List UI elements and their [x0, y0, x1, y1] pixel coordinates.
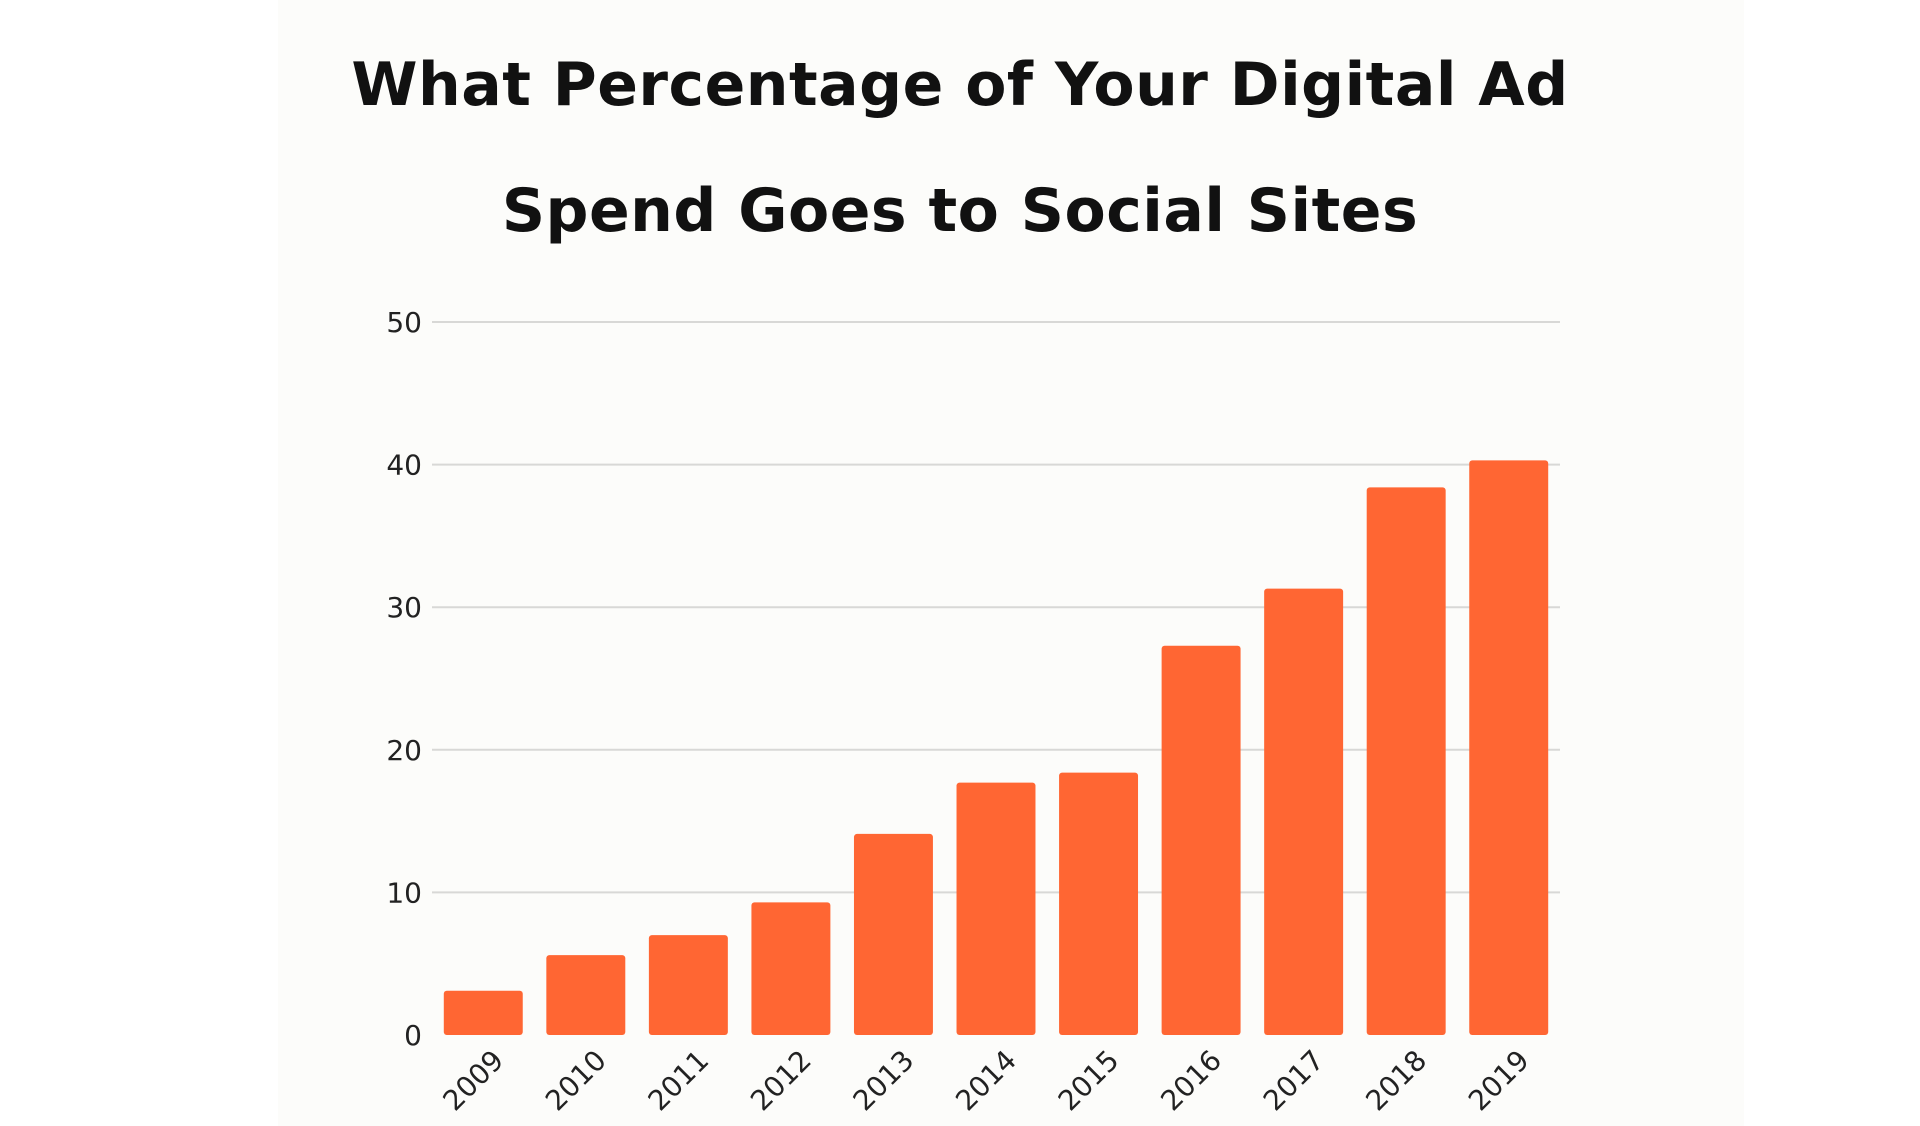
y-tick-label-30: 30 [386, 591, 422, 624]
x-tick-label-2017: 2017 [1257, 1044, 1331, 1118]
bars [443, 460, 1549, 1035]
bar-2012 [751, 902, 831, 1035]
x-axis-labels: 2009 2010 2011 2012 2013 2014 2015 2016 2017 2018… [436, 1044, 1535, 1118]
y-axis-ticks: 0 10 20 30 40 50 [386, 306, 422, 1052]
bar-2011 [648, 935, 728, 1035]
bar-2013 [853, 833, 933, 1035]
y-tick-label-10: 10 [386, 876, 422, 909]
chart-title: What Percentage of Your Digital Ad Spend… [0, 22, 1920, 274]
chart-title-line-1: What Percentage of Your Digital Ad [351, 50, 1569, 120]
x-tick-label-2014: 2014 [949, 1044, 1023, 1118]
bar-2014 [956, 782, 1036, 1035]
bar-2010 [546, 955, 626, 1035]
y-tick-label-40: 40 [386, 449, 422, 482]
y-tick-label-0: 0 [404, 1019, 422, 1052]
x-tick-label-2009: 2009 [436, 1044, 510, 1118]
x-tick-label-2013: 2013 [847, 1044, 921, 1118]
y-tick-label-20: 20 [386, 734, 422, 767]
bar-2017 [1264, 588, 1344, 1035]
bar-2015 [1059, 772, 1139, 1035]
x-tick-label-2018: 2018 [1359, 1044, 1433, 1118]
x-tick-label-2016: 2016 [1154, 1044, 1228, 1118]
x-tick-label-2012: 2012 [744, 1044, 818, 1118]
chart-title-line-2: Spend Goes to Social Sites [501, 176, 1419, 246]
x-tick-label-2015: 2015 [1052, 1044, 1126, 1118]
x-tick-label-2019: 2019 [1462, 1044, 1536, 1118]
bar-2009 [443, 990, 523, 1035]
x-tick-label-2011: 2011 [642, 1044, 716, 1118]
bar-2016 [1161, 645, 1241, 1035]
y-tick-label-50: 50 [386, 306, 422, 339]
bar-2019 [1469, 460, 1549, 1035]
x-tick-label-2010: 2010 [539, 1044, 613, 1118]
bar-2018 [1366, 487, 1446, 1035]
